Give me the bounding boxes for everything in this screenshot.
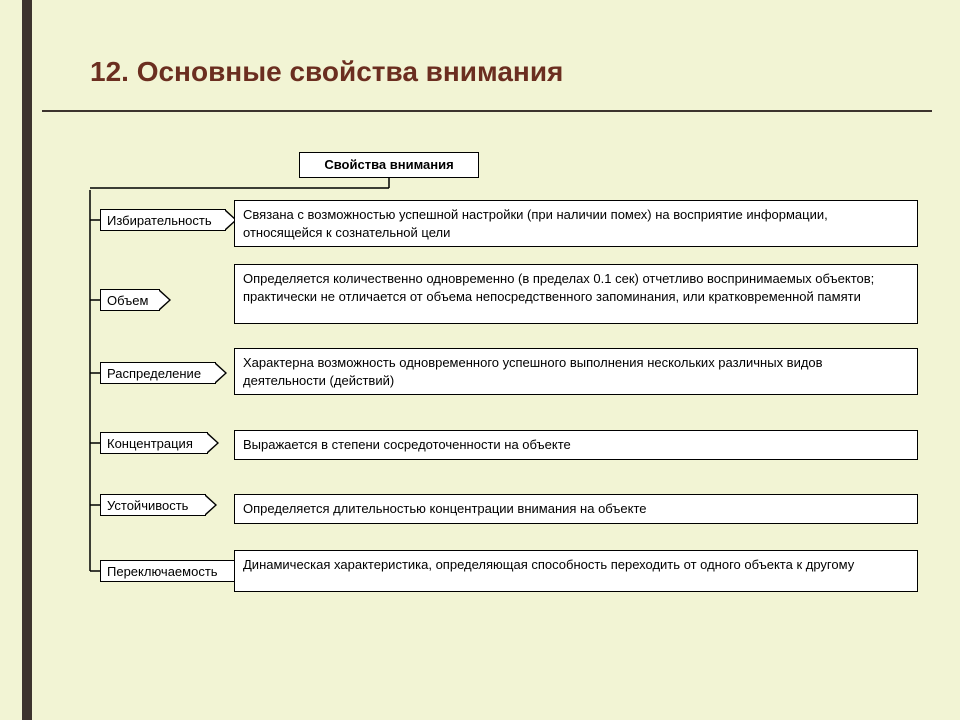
property-description: Выражается в степени сосредоточенности н… [234,430,918,460]
slide-title: 12. Основные свойства внимания [90,56,563,88]
arrow-right-icon-fill [159,291,169,309]
property-label: Избирательность [100,209,226,231]
property-label: Концентрация [100,432,208,454]
property-label: Устойчивость [100,494,206,516]
property-description: Определяется количественно одновременно … [234,264,918,324]
arrow-right-icon-fill [207,434,217,452]
property-description: Динамическая характеристика, определяюща… [234,550,918,592]
property-description: Связана с возможностью успешной настройк… [234,200,918,247]
property-description: Характерна возможность одновременного ус… [234,348,918,395]
property-label: Переключаемость [100,560,236,582]
title-underline [42,110,932,112]
property-label: Распределение [100,362,216,384]
arrow-right-icon-fill [215,364,225,382]
arrow-right-icon-fill [205,496,215,514]
left-sidebar-accent [22,0,32,720]
title-container: 12. Основные свойства внимания [90,56,563,88]
diagram-header: Свойства внимания [299,152,479,178]
property-description: Определяется длительностью концентрации … [234,494,918,524]
property-label: Объем [100,289,160,311]
